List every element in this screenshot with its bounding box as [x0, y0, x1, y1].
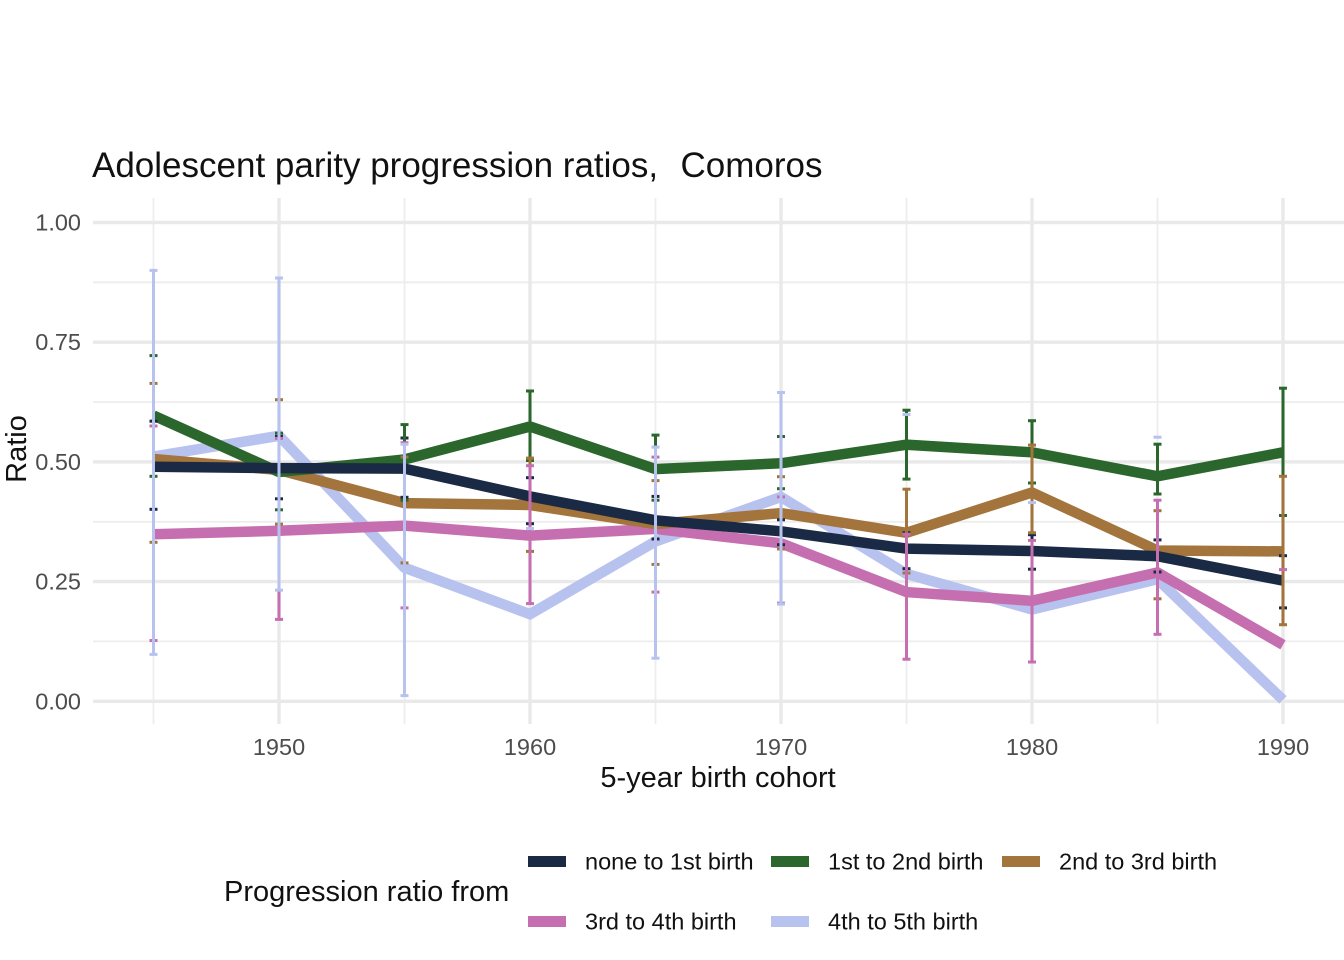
svg-text:Ratio: Ratio [1, 415, 33, 483]
svg-text:0.00: 0.00 [35, 688, 81, 714]
svg-text:0.25: 0.25 [35, 569, 81, 595]
svg-text:1960: 1960 [504, 734, 556, 760]
svg-text:1990: 1990 [1257, 734, 1309, 760]
svg-text:none to 1st birth: none to 1st birth [585, 849, 754, 875]
svg-text:Adolescent parity progression: Adolescent parity progression ratios, Co… [92, 146, 822, 185]
svg-text:1st to 2nd birth: 1st to 2nd birth [828, 849, 983, 875]
svg-text:Progression ratio from: Progression ratio from [224, 876, 509, 908]
svg-text:2nd to 3rd birth: 2nd to 3rd birth [1059, 849, 1217, 875]
svg-text:1.00: 1.00 [35, 210, 81, 236]
svg-text:3rd to 4th birth: 3rd to 4th birth [585, 909, 737, 935]
svg-text:5-year birth cohort: 5-year birth cohort [600, 762, 835, 794]
svg-text:4th to 5th birth: 4th to 5th birth [828, 909, 978, 935]
svg-text:0.75: 0.75 [35, 329, 81, 355]
svg-text:1970: 1970 [755, 734, 807, 760]
svg-text:0.50: 0.50 [35, 449, 81, 475]
svg-text:1980: 1980 [1006, 734, 1058, 760]
svg-text:1950: 1950 [253, 734, 305, 760]
